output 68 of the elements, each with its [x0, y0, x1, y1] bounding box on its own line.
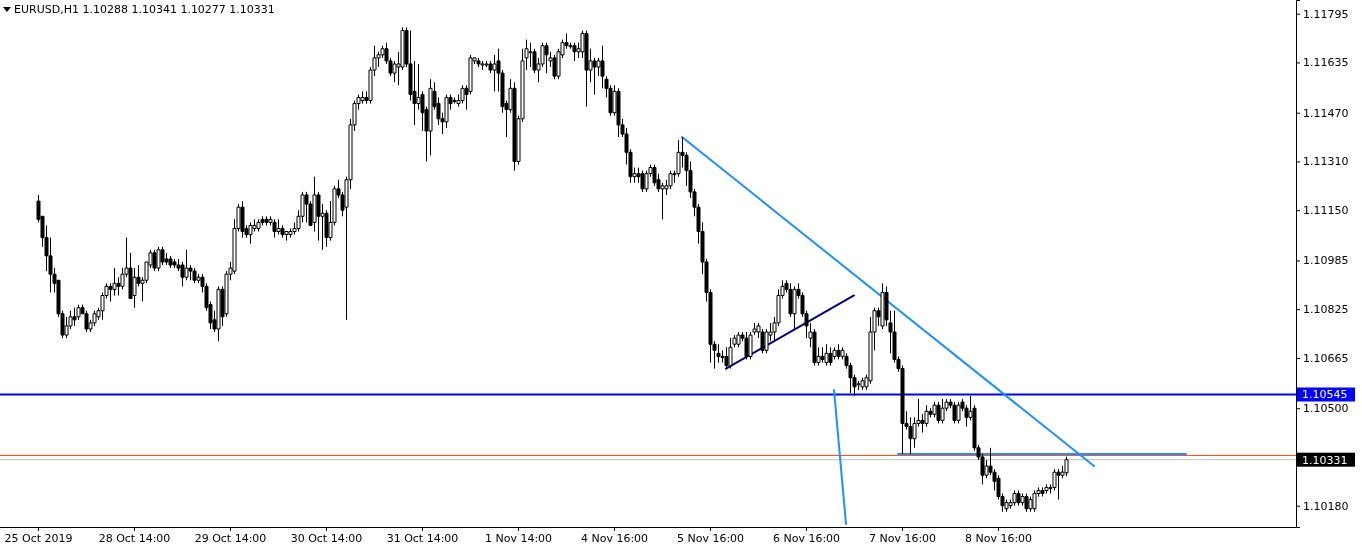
- candlestick: [1032, 489, 1037, 513]
- candlestick: [192, 267, 197, 284]
- candlestick: [1024, 492, 1029, 513]
- x-tick-label: 29 Oct 14:00: [194, 531, 267, 545]
- candlestick: [72, 307, 77, 327]
- candlestick: [152, 249, 157, 272]
- candlestick: [1040, 486, 1045, 498]
- candlestick: [836, 343, 841, 360]
- y-tick-label: 1.10825: [1303, 303, 1349, 317]
- candlestick: [544, 42, 549, 74]
- candlestick: [584, 29, 589, 108]
- candlestick: [272, 218, 277, 239]
- ref-line-label: 1.10331: [1302, 453, 1348, 467]
- x-tick-label: 31 Oct 14:00: [386, 531, 459, 545]
- candlestick: [616, 87, 621, 138]
- chart-title: EURUSD,H1 1.10288 1.10341 1.10277 1.10331: [14, 3, 275, 16]
- y-tick-label: 1.11635: [1303, 56, 1349, 70]
- candlestick: [240, 200, 245, 239]
- candlestick: [952, 401, 957, 424]
- candlestick: [1044, 483, 1049, 494]
- candlestick: [820, 346, 825, 363]
- y-tick-label: 1.10180: [1303, 499, 1349, 513]
- candlestick: [256, 218, 261, 233]
- y-tick-label: 1.10500: [1303, 402, 1349, 416]
- candlestick: [1012, 489, 1017, 507]
- candlestick: [156, 246, 161, 272]
- y-tick-label: 1.11795: [1303, 7, 1349, 21]
- candlestick: [728, 337, 733, 370]
- ref-line-label: 1.10545: [1302, 388, 1348, 402]
- candlestick: [828, 346, 833, 367]
- candlestick: [1064, 456, 1069, 477]
- candlestick: [512, 81, 517, 172]
- y-tick-label: 1.10665: [1303, 351, 1349, 365]
- x-tick-label: 4 Nov 16:00: [580, 531, 649, 545]
- candlestick: [936, 401, 941, 424]
- x-tick-label: 1 Nov 14:00: [484, 531, 553, 545]
- candlestick: [744, 331, 749, 360]
- candlestick: [956, 401, 961, 424]
- candlestick: [480, 60, 485, 71]
- candlestick: [824, 343, 829, 367]
- x-tick-label: 28 Oct 14:00: [98, 531, 171, 545]
- candlestick: [216, 285, 221, 342]
- candlestick: [476, 57, 481, 68]
- candlestick: [572, 42, 577, 62]
- y-tick-label: 1.11310: [1303, 155, 1349, 169]
- candlestick: [940, 398, 945, 424]
- candlestick: [880, 282, 885, 330]
- x-tick-label: 8 Nov 16:00: [964, 531, 1033, 545]
- candlestick: [736, 331, 741, 348]
- candlestick: [276, 218, 281, 236]
- candlestick: [1056, 468, 1061, 501]
- x-tick-label: 5 Nov 16:00: [676, 531, 745, 545]
- candlestick: [172, 258, 177, 269]
- candlestick: [264, 215, 269, 226]
- y-tick-label: 1.11470: [1303, 106, 1349, 120]
- x-tick-label: 6 Nov 16:00: [772, 531, 841, 545]
- candlestick: [640, 170, 645, 193]
- x-tick-label: 30 Oct 14:00: [290, 531, 363, 545]
- candlestick: [860, 377, 865, 391]
- candlestick: [248, 221, 253, 245]
- y-tick-label: 1.11150: [1303, 204, 1349, 218]
- x-tick-label: 7 Nov 16:00: [868, 531, 937, 545]
- x-tick-label: 25 Oct 2019: [4, 531, 73, 545]
- y-tick-label: 1.10985: [1303, 254, 1349, 268]
- candlestick: [304, 191, 309, 223]
- candlestick: [1016, 489, 1021, 507]
- candlestick: [792, 285, 797, 330]
- candlestick: [168, 255, 173, 269]
